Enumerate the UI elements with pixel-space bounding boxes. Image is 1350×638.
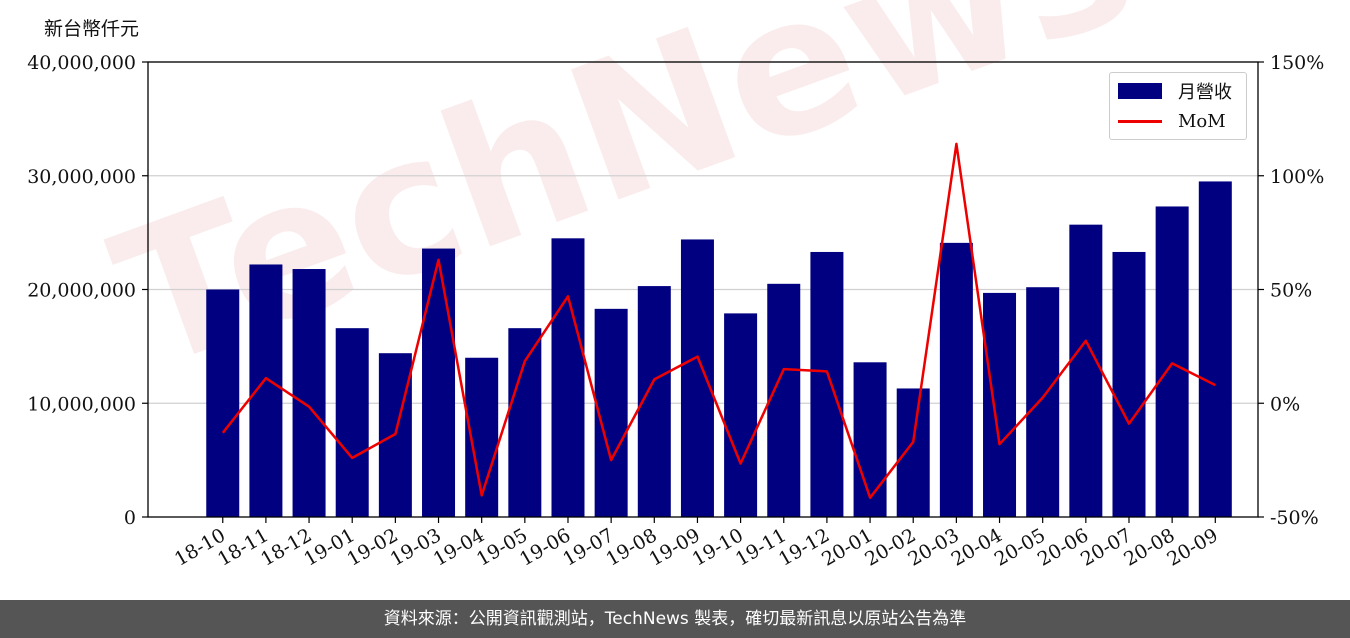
left-tick-label: 20,000,000	[27, 280, 136, 302]
bar-20-04	[983, 292, 1017, 517]
bar-20-07	[1112, 251, 1146, 517]
legend: 月營收 MoM	[1109, 72, 1247, 140]
bar-18-12	[292, 269, 326, 517]
legend-item-revenue: 月營收	[1118, 79, 1232, 103]
bar-20-02	[896, 388, 930, 517]
left-tick-label: 40,000,000	[27, 52, 136, 74]
bar-20-03	[939, 242, 973, 518]
right-tick-label: 100%	[1270, 166, 1324, 188]
legend-line-swatch	[1118, 119, 1162, 123]
bar-19-07	[594, 308, 628, 517]
revenue-bars	[206, 181, 1232, 518]
right-tick-label: -50%	[1270, 507, 1319, 529]
bar-18-10	[206, 289, 240, 517]
left-tick-label: 0	[124, 507, 136, 529]
mom-line	[221, 142, 1216, 499]
left-tick-label: 30,000,000	[27, 166, 136, 188]
bar-18-11	[249, 264, 283, 517]
bar-19-10	[724, 313, 758, 517]
legend-label-mom: MoM	[1178, 110, 1226, 132]
bar-19-03	[422, 248, 456, 518]
legend-bar-swatch	[1118, 83, 1162, 99]
bar-20-08	[1155, 206, 1189, 517]
x-tick-label-20-09: 20-09	[1163, 524, 1221, 570]
left-tick-label: 10,000,000	[27, 393, 136, 415]
bar-20-06	[1069, 224, 1103, 517]
y-axis-unit-label: 新台幣仟元	[44, 18, 140, 40]
bar-19-01	[335, 328, 369, 517]
chart: TechNews 010,000,00020,000,00030,000,000…	[27, 0, 1324, 571]
legend-item-mom: MoM	[1118, 109, 1226, 133]
bar-19-05	[508, 328, 542, 517]
bar-20-01	[853, 362, 887, 517]
bar-19-09	[680, 239, 714, 517]
mom-line-series	[221, 142, 1216, 499]
right-tick-label: 50%	[1270, 280, 1312, 302]
bar-19-11	[767, 283, 801, 517]
right-tick-label: 150%	[1270, 52, 1324, 74]
bar-20-09	[1198, 181, 1232, 517]
bar-19-06	[551, 238, 585, 517]
bar-20-05	[1026, 287, 1060, 517]
legend-label-revenue: 月營收	[1178, 82, 1232, 103]
right-tick-label: 0%	[1270, 393, 1300, 415]
bar-19-12	[810, 251, 844, 517]
source-footer: 資料來源：公開資訊觀測站，TechNews 製表，確切最新訊息以原站公告為準	[0, 600, 1350, 638]
